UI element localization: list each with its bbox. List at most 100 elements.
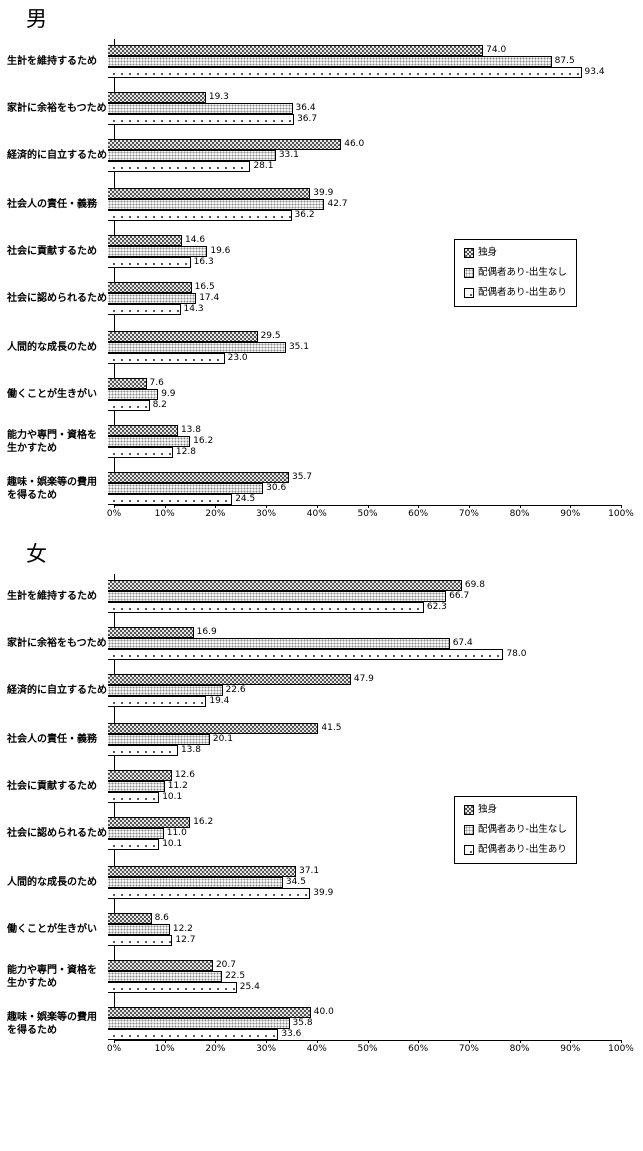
x-axis-tickmark [114, 505, 115, 509]
value-label: 24.5 [235, 494, 256, 505]
bar-line: 35.8 [108, 1018, 615, 1030]
category-bars: 46.0 33.1 28.1 [108, 139, 615, 173]
bar-series-1 [108, 150, 276, 162]
bar-series-0 [108, 425, 178, 437]
category-row: 生計を維持するため 74.0 87.5 93.4 [2, 45, 621, 79]
bar-series-2 [108, 304, 181, 316]
bar-series-1 [108, 389, 159, 401]
bar-series-2 [108, 745, 178, 757]
bar-series-2 [108, 353, 225, 365]
legend-item: 配偶者あり-出生なし [464, 268, 567, 279]
category-bars: 7.6 9.9 8.2 [108, 378, 615, 412]
value-label: 19.6 [210, 246, 231, 257]
x-axis-tick-label: 80% [509, 1044, 530, 1055]
bar-series-0 [108, 1007, 311, 1019]
x-axis-tick-label: 20% [205, 1044, 226, 1055]
bar-line: 62.3 [108, 602, 615, 614]
bar-line: 20.7 [108, 960, 615, 972]
x-axis-tick-label: 0% [106, 509, 122, 520]
bar-series-0 [108, 331, 258, 343]
x-axis-tickmark [621, 505, 622, 509]
category-label: 働くことが生きがい [7, 924, 97, 936]
bar-series-2 [108, 839, 160, 851]
category-label: 経済的に自立するため [7, 685, 107, 697]
category-bars: 47.9 22.6 19.4 [108, 674, 615, 708]
x-axis-tickmark [570, 505, 572, 509]
bar-line: 34.5 [108, 877, 615, 889]
x-axis-tick-label: 30% [256, 509, 277, 520]
legend-item-label: 独身 [478, 247, 498, 259]
bar-line: 36.2 [108, 210, 615, 222]
x-axis-tickmark [316, 1040, 318, 1044]
x-axis-tickmark [114, 1040, 115, 1044]
bar-series-1 [108, 924, 170, 936]
bar-series-2 [108, 447, 173, 459]
bar-line: 11.0 [108, 828, 615, 840]
charts-container: 男生計を維持するため 74.0 87.5 93.4 家計に余裕をもつため 19.3 36.4… [2, 7, 643, 1058]
x-axis-tickmark [164, 505, 166, 509]
value-label: 9.9 [161, 389, 176, 400]
x-axis-tick-label: 100% [608, 1044, 634, 1055]
bar-line: 39.9 [108, 188, 615, 200]
value-label: 74.0 [486, 45, 507, 56]
x-axis-tick-label: 10% [154, 1044, 175, 1055]
category-label: 生計を維持するため [7, 56, 97, 68]
bar-line: 93.4 [108, 67, 615, 79]
category-bars: 29.5 35.1 23.0 [108, 331, 615, 365]
value-label: 36.4 [295, 103, 316, 114]
x-axis-tickmark [570, 1040, 572, 1044]
x-axis-tick-label: 50% [357, 509, 378, 520]
legend-item-label: 配偶者あり-出生あり [478, 844, 567, 856]
bar-series-0 [108, 472, 289, 484]
value-label: 22.6 [225, 685, 246, 696]
x-axis-tick-label: 30% [256, 1044, 277, 1055]
value-label: 12.2 [172, 924, 193, 935]
bar-line: 19.4 [108, 696, 615, 708]
value-label: 23.0 [227, 353, 248, 364]
value-label: 62.3 [426, 602, 447, 613]
bar-line: 74.0 [108, 45, 615, 57]
category-label: 能力や専門・資格を 生かすため [7, 964, 97, 989]
value-label: 16.3 [193, 257, 214, 268]
value-label: 93.4 [584, 67, 605, 78]
value-label: 30.6 [266, 483, 287, 494]
bar-line: 67.4 [108, 638, 615, 650]
bar-line: 37.1 [108, 866, 615, 878]
category-label: 趣味・娯楽等の費用 を得るため [7, 1011, 97, 1036]
x-axis-tick-label: 90% [560, 1044, 581, 1055]
value-label: 39.9 [313, 888, 334, 899]
legend-swatch-married-no-child [464, 825, 474, 836]
category-label: 能力や専門・資格を 生かすため [7, 429, 97, 454]
value-label: 16.9 [196, 627, 217, 638]
category-bars: 8.6 12.2 12.7 [108, 913, 615, 947]
x-axis-tick-label: 100% [608, 509, 634, 520]
value-label: 11.0 [166, 828, 187, 839]
category-row: 働くことが生きがい 8.6 12.2 12.7 [2, 913, 621, 947]
legend-item: 配偶者あり-出生なし [464, 825, 567, 836]
x-axis-tick-label: 40% [306, 1044, 327, 1055]
category-label: 経済的に自立するため [7, 150, 107, 162]
bar-line: 30.6 [108, 483, 615, 495]
bar-line: 39.9 [108, 888, 615, 900]
x-axis-tickmark [215, 1040, 217, 1044]
x-axis-tick-label: 60% [408, 509, 429, 520]
bar-series-0 [108, 139, 342, 151]
category-row: 趣味・娯楽等の費用 を得るため 40.0 35.8 33.6 [2, 1007, 621, 1041]
bar-series-2 [108, 67, 582, 79]
value-label: 35.7 [291, 472, 313, 483]
x-axis: 0% 10% 20% 30% 40% 50% 60% 70% 80% 90% 100% [107, 505, 634, 523]
category-label: 社会に貢献するため [7, 246, 97, 258]
category-label: 社会に貢献するため [7, 781, 97, 793]
value-label: 37.1 [299, 866, 320, 877]
value-label: 8.2 [152, 400, 167, 411]
value-label: 36.2 [294, 210, 315, 221]
bar-series-1 [108, 781, 165, 793]
category-label: 社会に認められるため [7, 293, 107, 305]
x-axis-tickmark [418, 1040, 420, 1044]
legend-item-label: 配偶者あり-出生あり [478, 287, 567, 299]
category-row: 働くことが生きがい 7.6 9.9 8.2 [2, 378, 621, 412]
category-label: 社会人の責任・義務 [7, 734, 97, 746]
value-label: 67.4 [452, 638, 473, 649]
value-label: 20.1 [212, 734, 233, 745]
